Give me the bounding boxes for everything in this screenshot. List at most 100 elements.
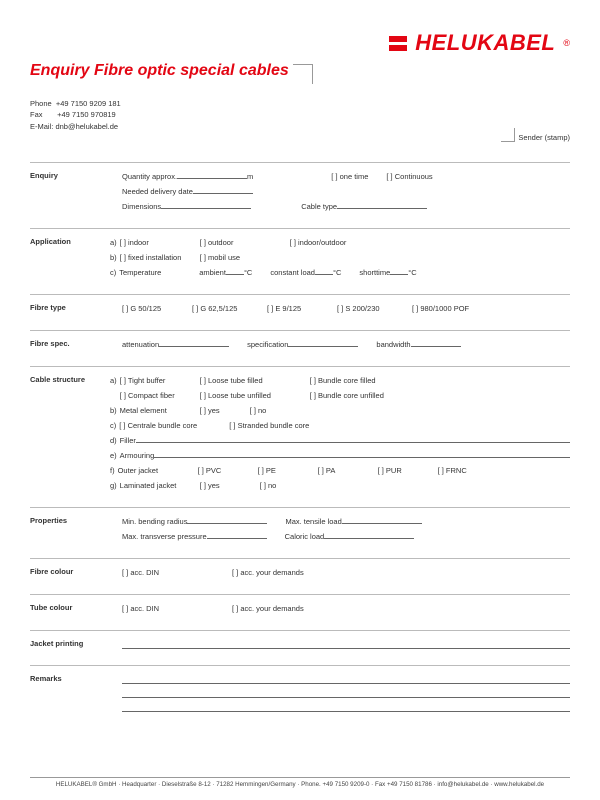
- constant-label: constant load: [270, 267, 315, 279]
- checkbox-pvc[interactable]: [ ] PVC: [198, 465, 258, 477]
- logo-icon: [389, 36, 407, 51]
- max-tensile-label: Max. tensile load: [285, 516, 341, 528]
- checkbox-indoor-outdoor[interactable]: [ ] indoor/outdoor: [290, 237, 347, 249]
- checkbox-metal-yes[interactable]: [ ] yes: [200, 405, 250, 417]
- separator: [30, 228, 570, 229]
- quantity-input[interactable]: [177, 171, 247, 179]
- checkbox-tube-din[interactable]: [ ] acc. DIN: [122, 603, 232, 615]
- checkbox-lam-no[interactable]: [ ] no: [260, 480, 277, 492]
- letter-g: g): [110, 480, 117, 492]
- separator: [30, 366, 570, 367]
- section-fibre-type-label: Fibre type: [30, 303, 122, 318]
- attenuation-input[interactable]: [159, 339, 229, 347]
- letter-d: d): [110, 435, 117, 447]
- max-transverse-label: Max. transverse pressure: [122, 531, 207, 543]
- checkbox-g50[interactable]: [ ] G 50/125: [122, 303, 192, 315]
- attenuation-label: attenuation: [122, 339, 159, 351]
- checkbox-onetime[interactable]: [ ] one time: [331, 171, 368, 183]
- delivery-input[interactable]: [193, 186, 253, 194]
- remarks-line-2[interactable]: [122, 688, 570, 698]
- laminated-label: Laminated jacket: [120, 480, 200, 492]
- title-bracket: [293, 64, 313, 84]
- section-fibre-spec-label: Fibre spec.: [30, 339, 122, 354]
- filler-label: Filler: [120, 435, 136, 447]
- ambient-input[interactable]: [226, 267, 244, 275]
- ambient-label: ambient: [199, 267, 226, 279]
- letter-c: c): [110, 267, 116, 279]
- checkbox-compact[interactable]: [ ] Compact fiber: [120, 390, 200, 402]
- section-remarks-label: Remarks: [30, 674, 122, 716]
- checkbox-stranded[interactable]: [ ] Stranded bundle core: [229, 420, 309, 432]
- dimensions-input[interactable]: [161, 201, 251, 209]
- max-tensile-input[interactable]: [342, 516, 422, 524]
- fax-value: +49 7150 970819: [57, 110, 116, 119]
- email-label: E-Mail:: [30, 122, 53, 131]
- checkbox-indoor[interactable]: [ ] indoor: [120, 237, 200, 249]
- constant-unit: °C: [333, 267, 341, 279]
- page-title: Enquiry Fibre optic special cables: [30, 62, 289, 80]
- section-cable-structure-label: Cable structure: [30, 375, 122, 495]
- delivery-label: Needed delivery date: [122, 186, 193, 198]
- checkbox-outdoor[interactable]: [ ] outdoor: [200, 237, 290, 249]
- contact-block: Phone +49 7150 9209 181 Fax +49 7150 970…: [30, 98, 570, 132]
- caloric-load-label: Caloric load: [285, 531, 325, 543]
- section-jacket-printing-label: Jacket printing: [30, 639, 122, 653]
- header: HELUKABEL®: [30, 30, 570, 56]
- section-fibre-colour-label: Fibre colour: [30, 567, 122, 582]
- min-bending-input[interactable]: [187, 516, 267, 524]
- filler-input[interactable]: [136, 435, 570, 443]
- metal-label: Metal element: [120, 405, 200, 417]
- checkbox-frnc[interactable]: [ ] FRNC: [438, 465, 467, 477]
- cable-type-input[interactable]: [337, 201, 427, 209]
- checkbox-continuous[interactable]: [ ] Continuous: [386, 171, 432, 183]
- separator: [30, 665, 570, 666]
- remarks-line-1[interactable]: [122, 674, 570, 684]
- separator: [30, 558, 570, 559]
- section-tube-colour-label: Tube colour: [30, 603, 122, 618]
- checkbox-bundle-filled[interactable]: [ ] Bundle core filled: [310, 375, 376, 387]
- letter-f: f): [110, 465, 115, 477]
- shorttime-input[interactable]: [390, 267, 408, 275]
- checkbox-centrale[interactable]: [ ] Centrale bundle core: [119, 420, 229, 432]
- max-transverse-input[interactable]: [207, 531, 267, 539]
- checkbox-tube-demands[interactable]: [ ] acc. your demands: [232, 603, 304, 615]
- checkbox-pof[interactable]: [ ] 980/1000 POF: [412, 303, 469, 315]
- ambient-unit: °C: [244, 267, 252, 279]
- checkbox-metal-no[interactable]: [ ] no: [250, 405, 267, 417]
- checkbox-fixed[interactable]: [ ] fixed installation: [120, 252, 200, 264]
- checkbox-bundle-unfilled[interactable]: [ ] Bundle core unfilled: [310, 390, 384, 402]
- checkbox-lam-yes[interactable]: [ ] yes: [200, 480, 260, 492]
- checkbox-fibre-demands[interactable]: [ ] acc. your demands: [232, 567, 304, 579]
- checkbox-pa[interactable]: [ ] PA: [318, 465, 378, 477]
- checkbox-loose-filled[interactable]: [ ] Loose tube filled: [200, 375, 310, 387]
- quantity-label: Quantity approx.: [122, 171, 177, 183]
- dimensions-label: Dimensions: [122, 201, 161, 213]
- sender-bracket: [501, 128, 515, 142]
- constant-input[interactable]: [315, 267, 333, 275]
- checkbox-pe[interactable]: [ ] PE: [258, 465, 318, 477]
- caloric-load-input[interactable]: [324, 531, 414, 539]
- footer-text: HELUKABEL® GmbH · Headquarter · Dieselst…: [30, 777, 570, 788]
- checkbox-loose-unfilled[interactable]: [ ] Loose tube unfilled: [200, 390, 310, 402]
- armouring-input[interactable]: [154, 450, 570, 458]
- checkbox-tight[interactable]: [ ] Tight buffer: [120, 375, 200, 387]
- separator: [30, 630, 570, 631]
- jacket-printing-input[interactable]: [122, 639, 570, 649]
- checkbox-mobil[interactable]: [ ] mobil use: [200, 252, 240, 264]
- checkbox-s200[interactable]: [ ] S 200/230: [337, 303, 412, 315]
- shorttime-label: shorttime: [359, 267, 390, 279]
- checkbox-pur[interactable]: [ ] PUR: [378, 465, 438, 477]
- section-properties-label: Properties: [30, 516, 122, 546]
- checkbox-e9[interactable]: [ ] E 9/125: [267, 303, 337, 315]
- outer-jacket-label: Outer jacket: [118, 465, 198, 477]
- checkbox-fibre-din[interactable]: [ ] acc. DIN: [122, 567, 232, 579]
- min-bending-label: Min. bending radius: [122, 516, 187, 528]
- checkbox-g625[interactable]: [ ] G 62,5/125: [192, 303, 267, 315]
- remarks-line-3[interactable]: [122, 702, 570, 712]
- bandwidth-input[interactable]: [411, 339, 461, 347]
- cable-type-label: Cable type: [301, 201, 337, 213]
- separator: [30, 294, 570, 295]
- phone-label: Phone: [30, 99, 52, 108]
- specification-input[interactable]: [288, 339, 358, 347]
- separator: [30, 507, 570, 508]
